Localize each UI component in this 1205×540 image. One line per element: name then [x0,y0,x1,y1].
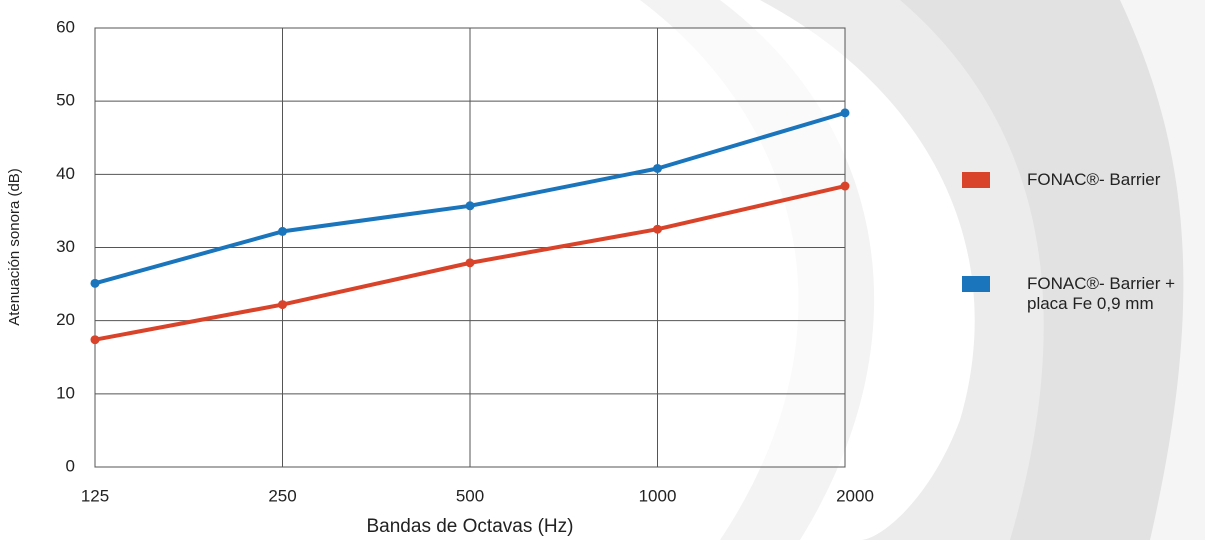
y-tick-label: 10 [56,383,75,402]
x-axis-title: Bandas de Octavas (Hz) [367,516,574,537]
point [278,300,287,310]
legend-label: FONAC®- Barrier [1027,170,1161,189]
point [90,278,100,288]
y-tick-label: 0 [66,456,75,475]
y-tick-label: 30 [56,237,75,256]
y-tick-label: 60 [56,17,75,36]
point [840,108,850,118]
point [278,226,287,236]
point [653,163,662,173]
legend-label: FONAC®- Barrier + placa Fe 0,9 mm [1027,274,1176,313]
y-tick-label: 20 [56,310,75,329]
y-axis-title: Atenuación sonora (dB) [6,168,23,326]
x-tick-label: 125 [81,486,109,505]
x-tick-label: 2000 [836,486,874,505]
x-tick-label: 500 [456,486,484,505]
point [840,181,850,191]
point [653,224,662,234]
point [465,258,475,268]
legend-item: FONAC®- Barrier + placa Fe 0,9 mm [962,274,1205,314]
x-tick-label: 1000 [639,486,677,505]
legend-swatch [962,276,990,292]
legend-item: FONAC®- Barrier [962,170,1205,190]
x-tick-label: 250 [268,486,296,505]
point [90,335,100,345]
y-tick-label: 40 [56,164,75,183]
y-tick-label: 50 [56,91,75,110]
legend-swatch [962,172,990,188]
point [465,201,475,211]
